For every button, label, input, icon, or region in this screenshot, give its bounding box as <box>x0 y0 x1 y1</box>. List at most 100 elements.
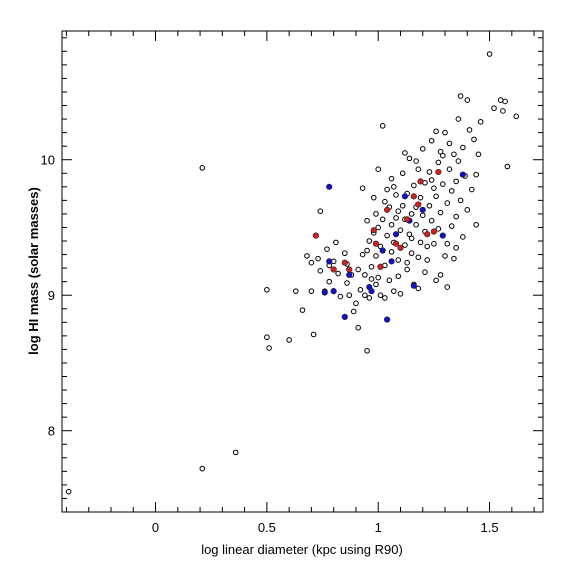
open-point <box>464 97 471 103</box>
open-point <box>428 217 435 224</box>
open-point <box>355 324 361 331</box>
y-tick-label: 10 <box>41 153 55 168</box>
filled-point <box>392 240 400 247</box>
open-point <box>350 308 357 315</box>
open-point <box>446 140 453 147</box>
open-point <box>337 293 344 300</box>
open-point <box>377 292 384 299</box>
open-point <box>446 166 453 173</box>
x-tick-label: 1.5 <box>481 520 499 535</box>
open-point <box>382 295 388 301</box>
open-point <box>471 136 477 143</box>
open-point <box>232 449 239 456</box>
open-point <box>428 177 435 183</box>
open-point <box>439 152 446 159</box>
open-point <box>444 240 451 247</box>
x-axis-label: log linear diameter (kpc using R90) <box>201 542 403 557</box>
filled-point <box>388 258 395 265</box>
open-point <box>266 345 272 351</box>
open-point <box>310 331 317 338</box>
open-point <box>406 231 413 238</box>
open-point <box>437 272 444 278</box>
filled-point <box>392 231 400 238</box>
open-point <box>408 250 415 257</box>
filled-point <box>419 206 426 213</box>
open-point <box>457 93 464 99</box>
open-point <box>264 286 270 293</box>
open-point <box>477 118 484 125</box>
filled-point <box>410 282 417 289</box>
axis-ticks: 0 0.5 1 1.5 8 9 10 <box>41 31 543 535</box>
y-axis-label: log HI mass (solar masses) <box>26 187 41 355</box>
open-point <box>433 277 439 284</box>
open-point <box>428 137 435 144</box>
open-point <box>460 234 466 240</box>
filled-point <box>346 271 353 278</box>
open-point <box>368 276 375 282</box>
open-point <box>437 209 444 216</box>
open-point <box>406 155 413 162</box>
open-point <box>486 51 493 57</box>
open-point <box>65 488 72 495</box>
open-point <box>366 295 373 301</box>
open-point <box>431 240 437 247</box>
open-point <box>375 274 382 281</box>
open-point <box>299 307 306 313</box>
open-point <box>384 232 390 239</box>
open-point <box>473 221 479 228</box>
open-point <box>500 108 506 114</box>
open-point <box>426 202 433 209</box>
open-point <box>317 208 324 215</box>
open-point <box>384 186 390 193</box>
open-point <box>308 288 315 294</box>
open-point <box>382 198 388 205</box>
open-point <box>442 129 448 136</box>
open-point <box>399 170 406 177</box>
filled-point <box>330 266 337 273</box>
open-point <box>364 347 370 354</box>
open-point <box>460 144 466 151</box>
open-point <box>388 221 395 228</box>
filled-point <box>341 259 348 266</box>
open-point <box>391 288 397 294</box>
filled-point <box>370 227 377 234</box>
filled-point <box>379 247 386 254</box>
open-point <box>431 185 437 191</box>
open-point <box>362 292 368 299</box>
open-point <box>373 253 379 259</box>
open-point <box>344 280 350 286</box>
open-point <box>375 166 382 173</box>
open-point <box>353 300 359 307</box>
filled-point <box>384 316 391 323</box>
open-point <box>468 186 475 193</box>
x-tick-label: 0.5 <box>258 520 276 535</box>
filled-point <box>341 313 348 320</box>
open-point <box>413 158 419 164</box>
open-point <box>317 268 324 274</box>
open-point <box>475 151 482 158</box>
filled-point <box>424 231 431 238</box>
open-point <box>451 151 457 158</box>
open-point <box>199 465 206 472</box>
filled-point <box>459 171 466 178</box>
open-point <box>424 243 431 250</box>
open-point <box>513 113 520 120</box>
filled-point <box>397 244 404 251</box>
open-point <box>326 278 333 285</box>
open-point <box>444 200 451 206</box>
open-point <box>364 217 370 224</box>
x-tick-label: 0 <box>152 520 159 535</box>
open-point <box>457 197 464 204</box>
open-point <box>368 263 375 270</box>
open-point <box>373 281 379 288</box>
open-point <box>433 193 439 200</box>
filled-point <box>384 206 391 213</box>
filled-point <box>401 193 409 200</box>
open-point <box>408 235 415 242</box>
open-point <box>264 334 270 341</box>
open-point <box>364 247 370 254</box>
open-point <box>379 123 386 129</box>
open-point <box>439 181 446 187</box>
open-point <box>448 223 455 229</box>
